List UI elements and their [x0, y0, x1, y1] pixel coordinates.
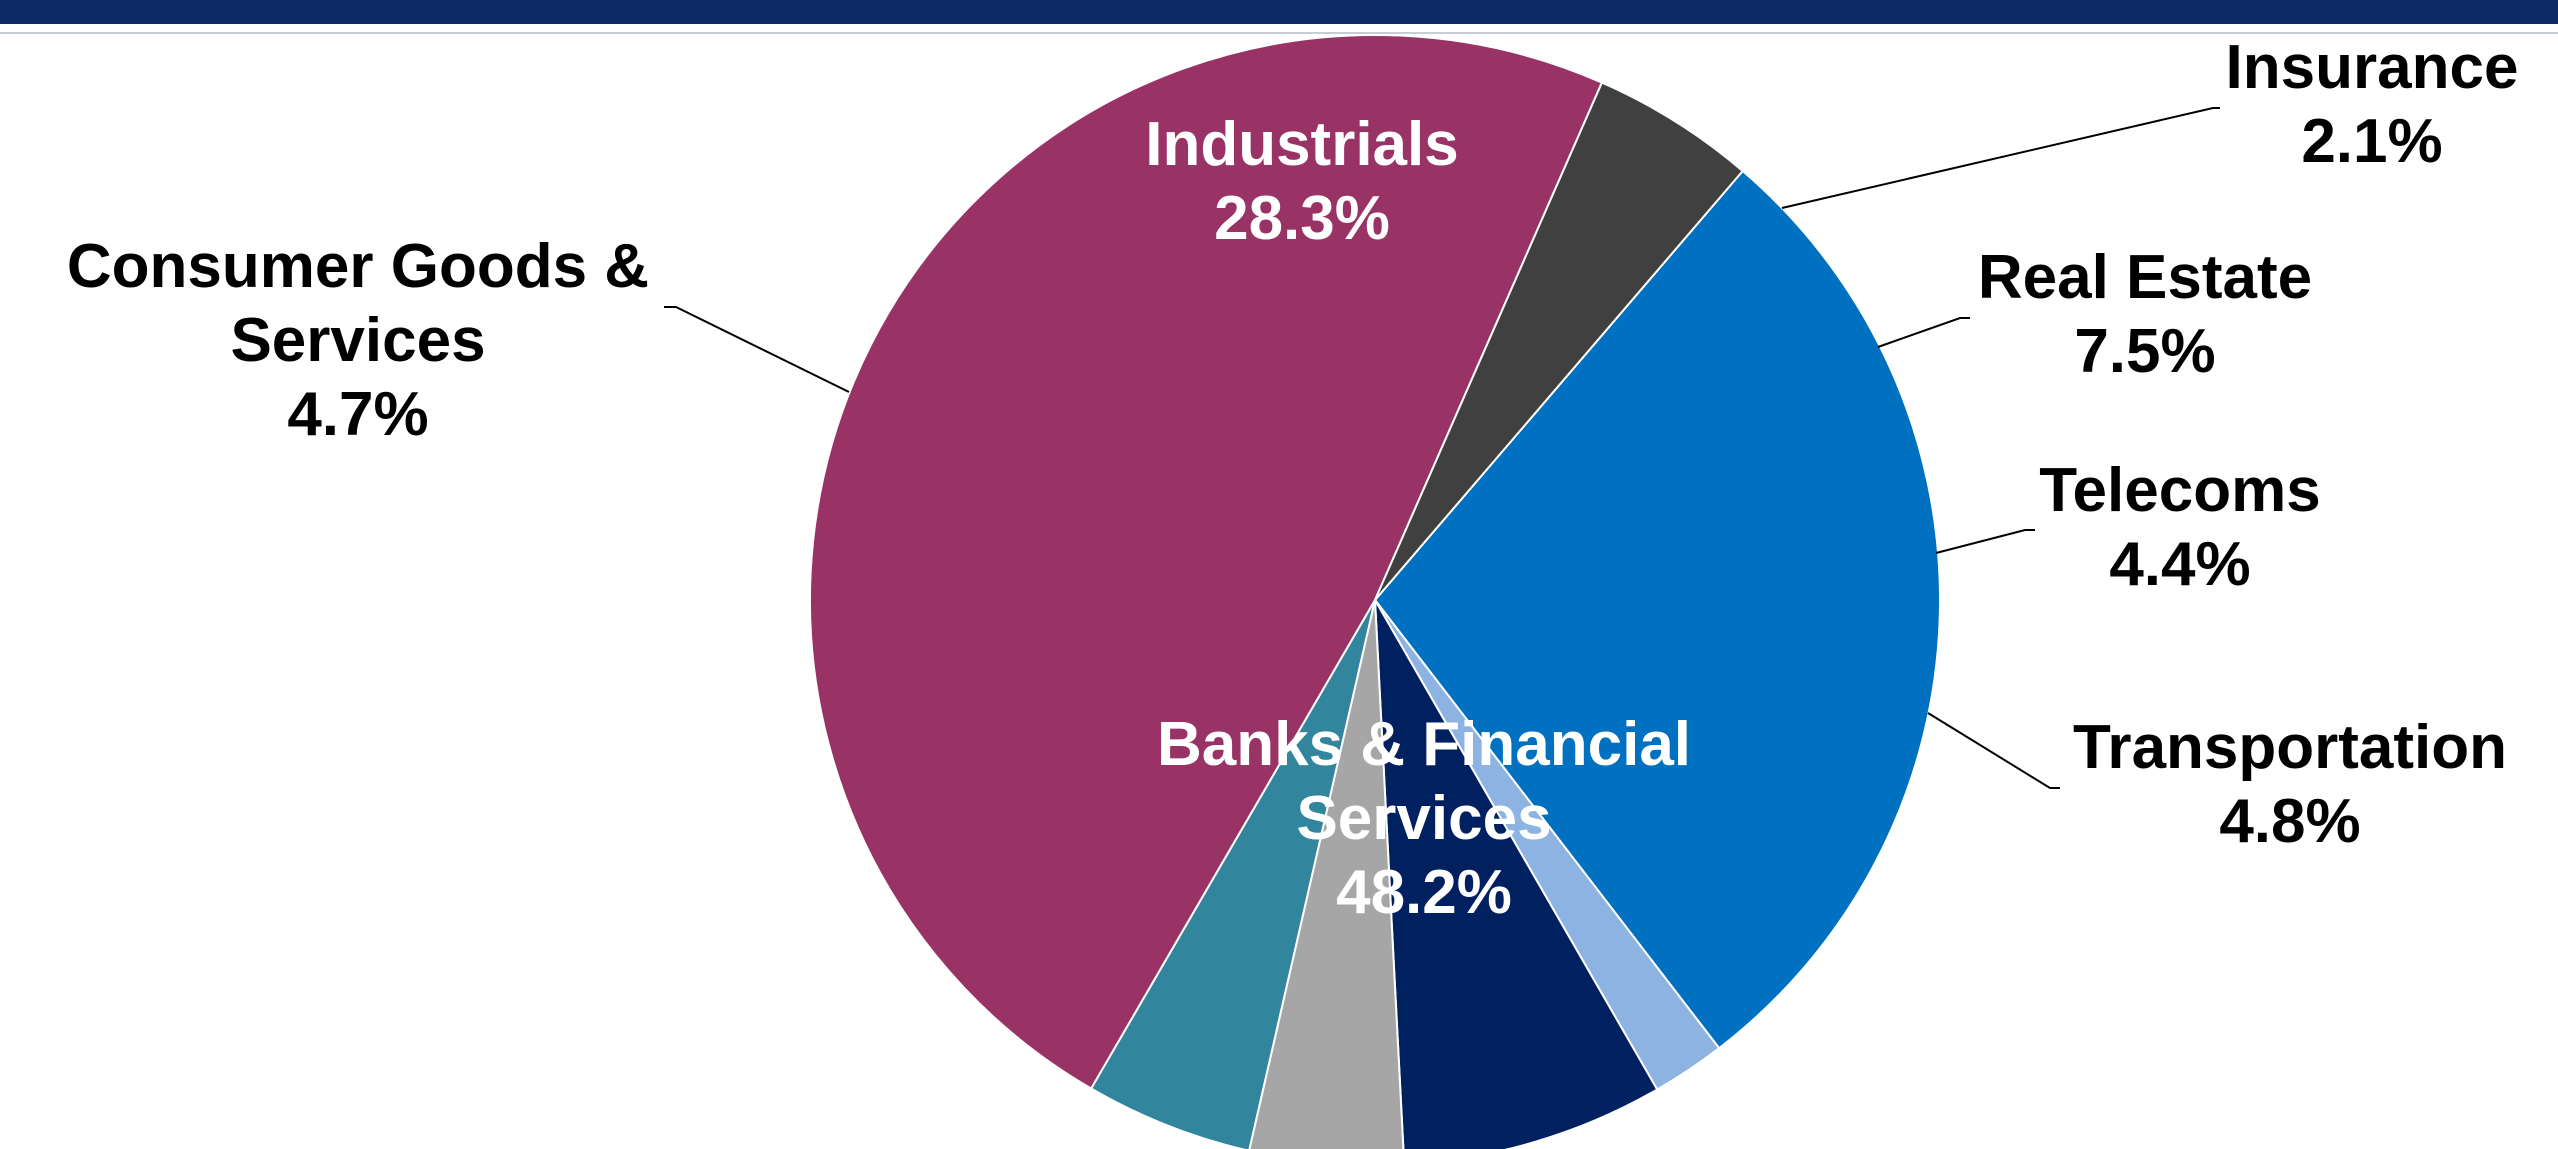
- header-divider: [0, 32, 2558, 34]
- slice-value-label: 28.3%: [1214, 184, 1390, 253]
- slice-name-label: Services: [1296, 784, 1551, 853]
- slice-label-consumer-goods-and-services: Consumer Goods & Services 4.7%: [67, 232, 649, 449]
- header-bar: [0, 0, 2558, 24]
- slice-labels: Industrials 28.3% Insurance 2.1% Real Estate…: [67, 33, 2519, 927]
- pie-slice-consumer-goods-and-services: [1374, 81, 1745, 601]
- slice-name-label: Banks & Financial: [1157, 710, 1691, 779]
- slice-label-industrials: Industrials 28.3%: [1145, 110, 1459, 253]
- pie-slice-telecoms: [1248, 599, 1405, 1149]
- slice-label-real-estate: Real Estate 7.5%: [1978, 243, 2312, 386]
- pie-slice-real-estate: [1374, 599, 1659, 1149]
- slice-name-label: Transportation: [2073, 713, 2507, 782]
- slice-label-transportation: Transportation 4.8%: [2073, 713, 2507, 856]
- slice-value-label: 7.5%: [2074, 317, 2215, 386]
- slice-label-insurance: Insurance 2.1%: [2226, 33, 2519, 176]
- slice-value-label: 48.2%: [1336, 858, 1512, 927]
- slice-label-telecoms: Telecoms 4.4%: [2039, 456, 2320, 599]
- slice-name-label: Telecoms: [2039, 456, 2320, 525]
- slice-value-label: 2.1%: [2301, 107, 2442, 176]
- slice-name-label: Consumer Goods &: [67, 232, 649, 301]
- leader-line-insurance: [1781, 107, 2220, 209]
- slice-value-label: 4.7%: [287, 380, 428, 449]
- pie-slices: [808, 34, 1941, 1149]
- leader-lines: [664, 107, 2220, 789]
- pie-slice-transportation: [1089, 599, 1376, 1149]
- leader-line-consumer-goods-and-services: [664, 306, 850, 393]
- pie-slice-banks-and-financial-services: [808, 34, 1604, 1090]
- slice-value-label: 4.4%: [2109, 530, 2250, 599]
- leader-line-real-estate: [1877, 317, 1970, 348]
- pie-slice-industrials: [1373, 169, 1941, 1050]
- slice-name-label: Services: [230, 306, 485, 375]
- slice-value-label: 4.8%: [2219, 787, 2360, 856]
- slice-name-label: Industrials: [1145, 110, 1459, 179]
- leader-line-transportation: [1927, 712, 2060, 789]
- slice-label-banks-and-financial-services: Banks & Financial Services 48.2%: [1157, 710, 1691, 927]
- slice-name-label: Real Estate: [1978, 243, 2312, 312]
- leader-line-telecoms: [1935, 529, 2035, 554]
- slice-name-label: Insurance: [2226, 33, 2519, 102]
